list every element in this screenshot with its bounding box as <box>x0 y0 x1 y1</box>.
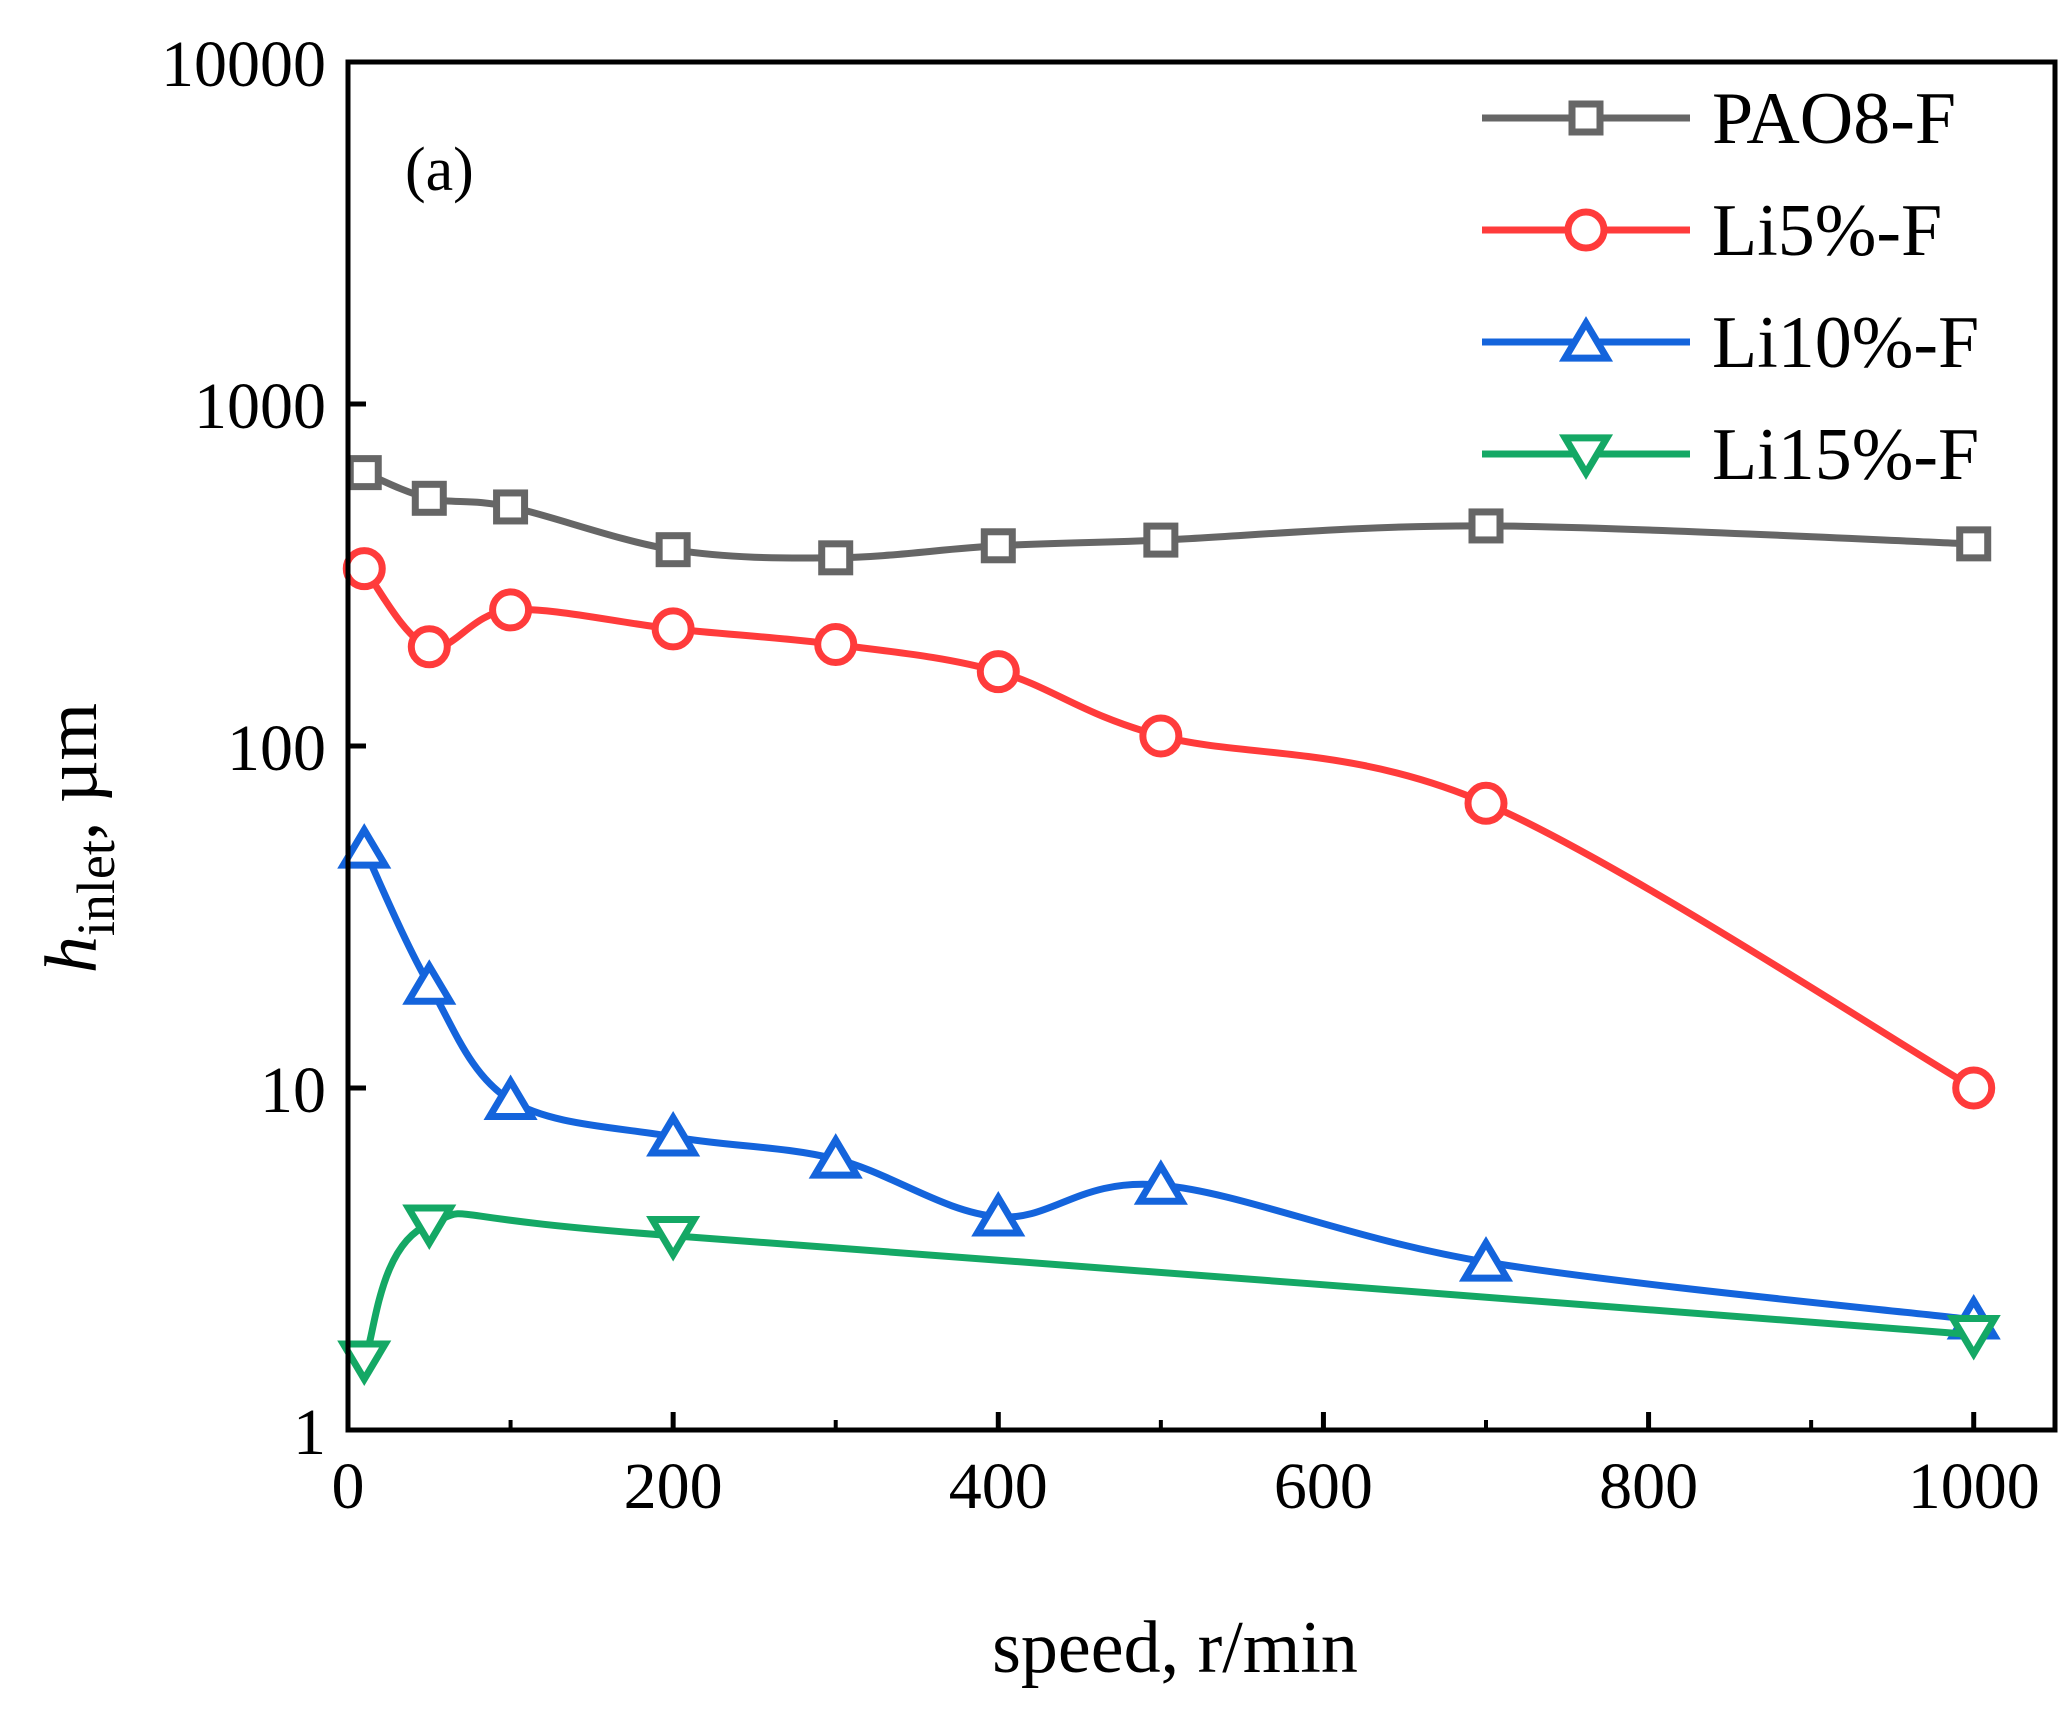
x-tick-label: 800 <box>1599 1450 1698 1523</box>
legend-label: Li5%-F <box>1712 190 1942 272</box>
data-point <box>1464 781 1508 825</box>
data-point <box>337 1340 392 1387</box>
data-point <box>646 1110 701 1157</box>
y-axis-label: hinlet, µm <box>31 703 126 973</box>
data-point <box>814 623 858 667</box>
legend-marker <box>1558 434 1614 480</box>
series-4 <box>337 1204 2001 1387</box>
series-1 <box>346 455 1992 576</box>
data-point <box>1946 1315 2001 1361</box>
x-tick-label: 1000 <box>1908 1450 2040 1523</box>
data-point <box>980 528 1016 564</box>
tick-layer: 0 200 400 600 800 1000 1 10 100 1000 10000 <box>161 28 2040 1523</box>
legend-marker <box>1568 100 1604 136</box>
series-3 <box>337 823 2001 1340</box>
series-line <box>361 847 1975 1324</box>
legend-marker <box>1558 316 1614 362</box>
legend-label: Li10%-F <box>1712 302 1979 384</box>
data-point <box>818 540 854 576</box>
data-point <box>407 625 451 669</box>
data-point <box>1956 526 1992 562</box>
data-point <box>411 480 447 516</box>
series-line <box>361 1210 1974 1362</box>
y-axis-label-suffix: , µm <box>31 703 113 840</box>
legend-item-4: Li15%-F <box>1482 414 1979 496</box>
x-tick-label: 200 <box>624 1450 723 1523</box>
legend-marker <box>1564 208 1608 252</box>
legend-item-2: Li5%-F <box>1482 190 1942 272</box>
legend-label: PAO8-F <box>1712 78 1956 160</box>
series-2 <box>342 547 1996 1110</box>
data-point <box>655 532 691 568</box>
y-tick-label: 1000 <box>194 370 326 443</box>
data-point <box>346 455 382 491</box>
legend-item-1: PAO8-F <box>1482 78 1956 160</box>
data-point <box>337 823 392 869</box>
x-tick-label: 600 <box>1274 1450 1373 1523</box>
data-point <box>808 1133 863 1179</box>
y-axis-label-main: h <box>31 936 113 973</box>
data-point <box>1133 1159 1188 1205</box>
data-point <box>483 1074 538 1121</box>
panel-label: (a) <box>405 136 474 204</box>
data-point <box>1468 508 1504 544</box>
data-point <box>646 1216 701 1262</box>
data-point <box>402 959 457 1005</box>
legend-label: Li15%-F <box>1712 414 1979 496</box>
x-axis-label: speed, r/min <box>992 1607 1358 1689</box>
data-point <box>1458 1236 1514 1282</box>
legend: PAO8-F Li5%-F Li10%-F Li15%-F <box>1482 78 1979 496</box>
data-point <box>489 588 533 632</box>
legend-item-3: Li10%-F <box>1482 302 1979 384</box>
data-point <box>1139 714 1183 758</box>
y-axis-label-subscript: inlet <box>66 840 126 936</box>
y-tick-label: 100 <box>227 712 326 785</box>
data-point <box>402 1204 457 1250</box>
data-point <box>651 607 695 651</box>
y-tick-label: 10 <box>260 1054 326 1127</box>
y-tick-label: 1 <box>293 1396 326 1469</box>
series-line <box>361 566 1976 1092</box>
data-point <box>976 650 1020 694</box>
x-tick-label: 400 <box>949 1450 1048 1523</box>
x-tick-label: 0 <box>332 1450 365 1523</box>
data-point <box>493 489 529 525</box>
data-point <box>1143 522 1179 558</box>
data-point <box>342 547 386 591</box>
y-tick-label: 10000 <box>161 28 326 101</box>
series-layer <box>337 455 2001 1387</box>
data-point <box>1952 1066 1996 1110</box>
data-point <box>971 1191 1026 1237</box>
